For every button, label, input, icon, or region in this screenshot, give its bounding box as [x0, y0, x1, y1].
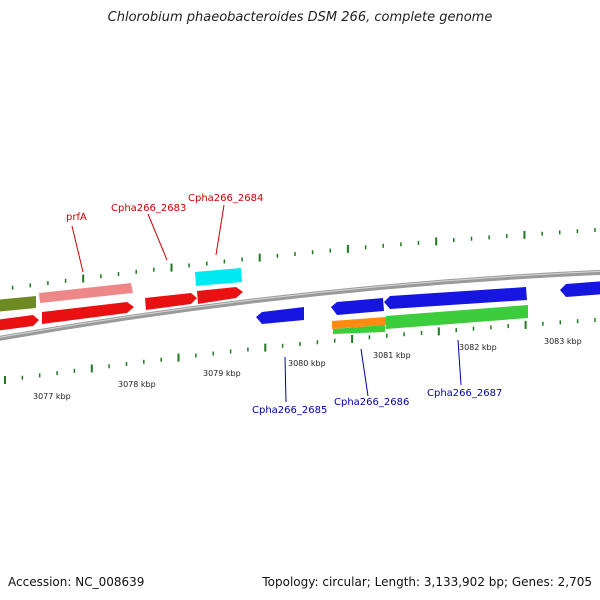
genome-summary-text: Topology: circular; Length: 3,133,902 bp…	[262, 575, 592, 589]
label-cpha266-2685: Cpha266_2685	[252, 405, 327, 416]
label-cpha266-2684: Cpha266_2684	[188, 193, 263, 204]
leader-cpha266-2686	[360, 348, 369, 397]
scale-label-3082: 3082 kbp	[459, 343, 497, 352]
genome-title: Chlorobium phaeobacteroides DSM 266, com…	[107, 10, 493, 25]
accession-text: Accession: NC_008639	[8, 575, 145, 589]
gene-cpha266-2687-blue[interactable]	[384, 287, 527, 309]
leader-cpha266-2685	[284, 356, 287, 403]
gene-cpha266-2684-cyan[interactable]	[195, 268, 242, 286]
scale-label-3079: 3079 kbp	[203, 369, 241, 378]
scale-label-3077: 3077 kbp	[33, 392, 71, 401]
inner-tick-ring	[4, 318, 596, 384]
gene-cpha266-2686-blue[interactable]	[331, 298, 384, 315]
leader-cpha266-2687	[457, 339, 462, 386]
gene-cpha266-2685[interactable]	[256, 307, 304, 324]
olive-gene[interactable]	[0, 296, 36, 312]
label-cpha266-2683: Cpha266_2683	[111, 203, 186, 214]
scale-label-3078: 3078 kbp	[118, 380, 156, 389]
gene-cpha266-2684-red[interactable]	[197, 287, 243, 304]
scale-label-3080: 3080 kbp	[288, 359, 326, 368]
leader-cpha266-2683	[147, 213, 168, 261]
leader-prfA	[71, 225, 84, 273]
genome-backbone-highlight	[0, 270, 600, 338]
outer-tick-ring	[11, 228, 596, 290]
gene-cpha266-2683[interactable]	[145, 293, 197, 310]
prfA-gene[interactable]	[39, 283, 133, 303]
label-cpha266-2686: Cpha266_2686	[334, 397, 409, 408]
label-prfA: prfA	[66, 212, 87, 223]
genome-backbone	[0, 269, 600, 341]
red-gene-left-edge[interactable]	[0, 315, 39, 331]
gene-cpha266-2687-green[interactable]	[386, 305, 528, 329]
label-cpha266-2687: Cpha266_2687	[427, 388, 502, 399]
blue-gene-right-edge[interactable]	[560, 281, 600, 297]
scale-label-3081: 3081 kbp	[373, 351, 411, 360]
leader-cpha266-2684	[215, 204, 225, 256]
scale-label-3083: 3083 kbp	[544, 337, 582, 346]
red-gene-under-prfA[interactable]	[42, 302, 134, 324]
gene-cpha266-2686-green[interactable]	[333, 325, 385, 334]
